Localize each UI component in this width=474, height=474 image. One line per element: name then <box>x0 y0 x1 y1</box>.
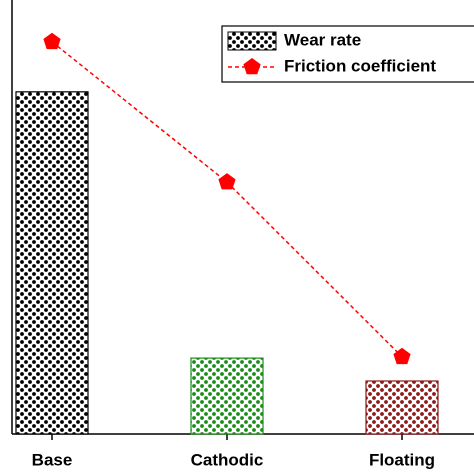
point <box>393 347 411 365</box>
bar <box>15 91 89 435</box>
x-tick-label: Floating <box>369 450 435 469</box>
x-tick-label: Cathodic <box>191 450 264 469</box>
bar <box>365 380 439 435</box>
x-tick-label: Base <box>32 450 73 469</box>
point <box>43 32 61 50</box>
line <box>51 41 403 358</box>
point <box>218 173 236 190</box>
legend-swatch <box>227 31 277 51</box>
legend-label: Wear rate <box>284 30 361 49</box>
legend-marker <box>243 58 261 75</box>
bar <box>190 357 264 435</box>
legend-label: Friction coefficient <box>284 56 436 75</box>
